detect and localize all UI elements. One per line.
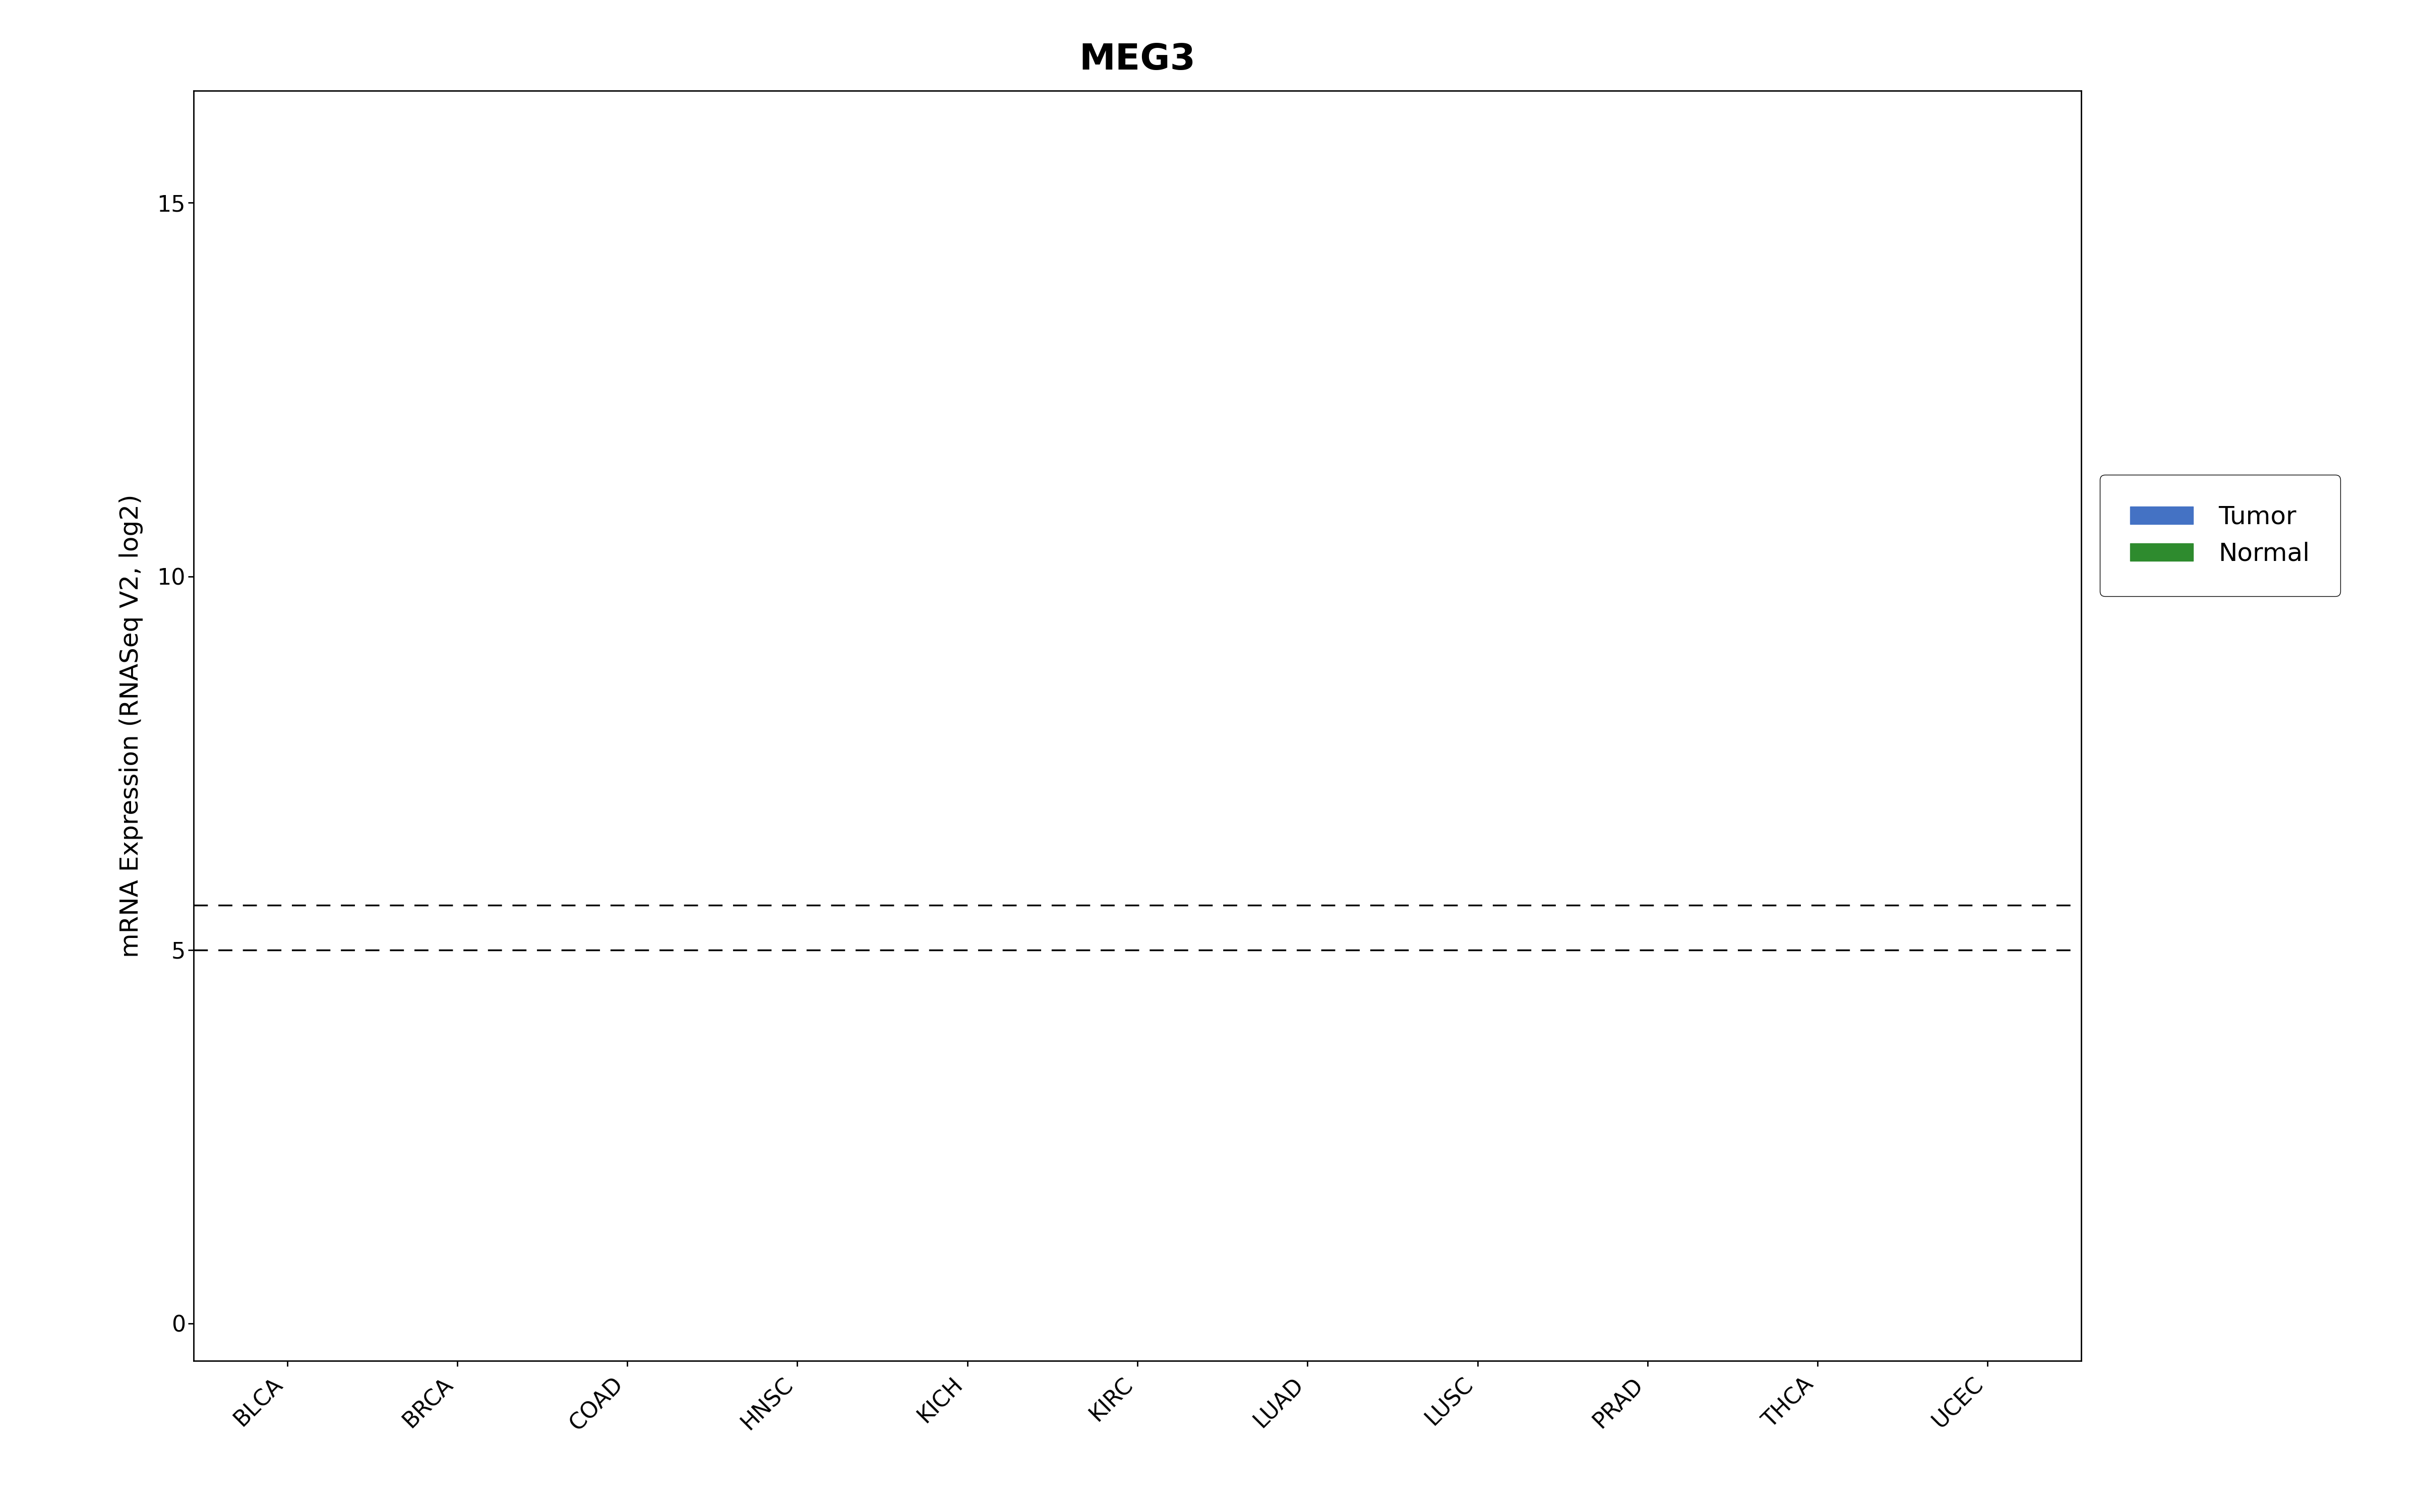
Title: MEG3: MEG3 xyxy=(1079,42,1195,77)
Y-axis label: mRNA Expression (RNASeq V2, log2): mRNA Expression (RNASeq V2, log2) xyxy=(119,494,143,957)
Legend: Tumor, Normal: Tumor, Normal xyxy=(2101,475,2340,596)
